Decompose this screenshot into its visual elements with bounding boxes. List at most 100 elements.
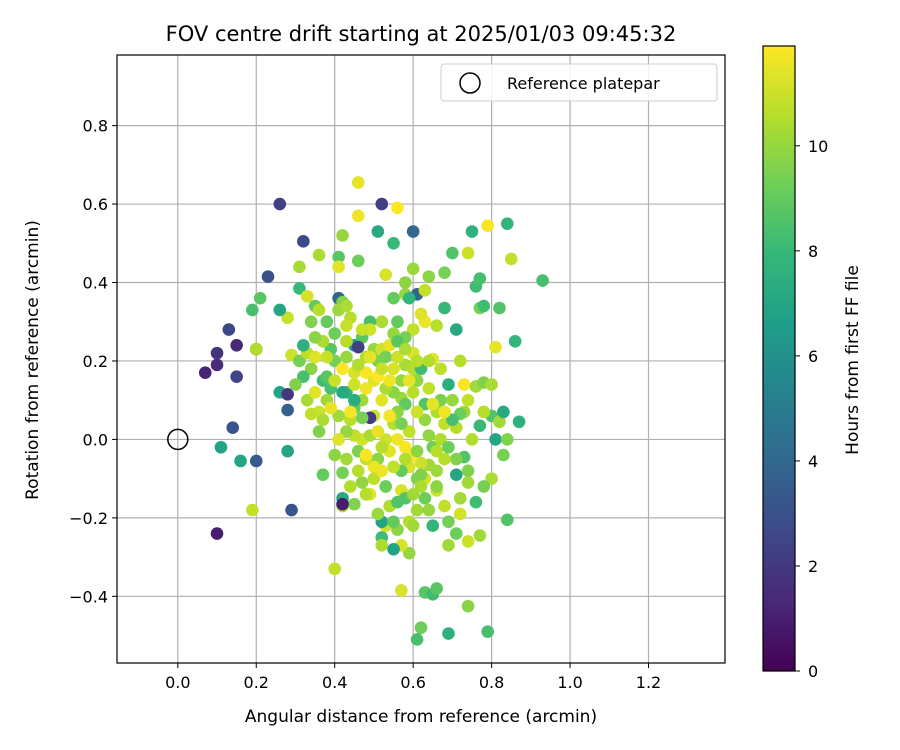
y-tick-label: 0.0 [83,430,108,449]
data-point [461,464,475,478]
data-point [375,393,389,407]
data-point [351,176,365,189]
data-point [473,272,487,285]
data-point [304,315,318,329]
data-point [430,480,443,493]
data-point [430,444,443,458]
data-point [371,225,385,238]
data-point [355,411,369,425]
x-tick-label: 0.0 [165,673,190,692]
colorbar-tick-label: 4 [808,452,818,471]
data-point [391,335,404,348]
data-point [434,362,447,376]
data-point [281,444,294,458]
data-point [387,515,400,529]
data-point [210,527,224,540]
data-point [230,338,243,352]
data-point [230,370,243,383]
data-point [473,529,487,542]
data-point [308,331,322,344]
data-point [418,491,432,505]
data-point [481,219,494,232]
data-point [387,460,400,474]
data-point [438,301,451,315]
data-point [426,519,440,533]
data-point [461,476,475,489]
data-point [340,452,353,466]
data-point [375,197,389,211]
data-point [399,440,412,454]
data-point [410,354,424,368]
colorbar-tick-label: 0 [808,662,818,681]
data-point [446,413,459,427]
data-point [312,303,326,317]
data-point [336,386,349,399]
data-point [402,374,416,387]
data-point [355,323,369,336]
data-point [226,421,240,434]
data-point [210,358,224,372]
data-point [320,350,334,364]
colorbar-tick-label: 2 [808,557,818,576]
data-point [379,350,392,364]
data-point [391,495,404,509]
data-point [340,335,353,348]
data-point [214,440,228,454]
data-point [406,323,420,336]
data-point [508,335,522,348]
data-point [391,201,404,215]
plot-area: 0.0 0.2 0.4 0.6 0.8 1.0 1.2 −0.4 −0.2 0.0 0.2 0.4 0.… [69,54,726,692]
data-point [453,507,467,521]
data-point [351,464,365,478]
data-point [328,448,342,462]
y-tick-label: 0.4 [83,274,108,293]
data-point [371,507,385,521]
data-point [336,466,349,480]
data-point [375,539,389,552]
legend-entry-label: Reference platepar [507,74,660,93]
data-point [438,452,451,466]
data-point [281,311,294,325]
data-point [512,415,526,429]
data-point [379,480,392,493]
data-point [399,276,412,289]
data-point [422,503,436,517]
data-point [485,378,498,391]
data-point [320,315,334,329]
data-point [395,417,408,431]
y-tick-label: 0.2 [83,352,108,371]
x-tick-label: 0.8 [479,673,504,692]
data-point [348,497,361,511]
data-point [504,252,518,266]
data-point [465,433,479,446]
data-point [414,621,428,634]
data-point [246,503,259,517]
data-point [410,405,424,419]
data-point [500,513,514,527]
data-point [387,542,400,556]
data-point [300,289,314,303]
data-point [308,386,322,399]
data-point [426,397,440,411]
data-point [312,248,326,262]
data-point [383,374,396,387]
data-point [293,354,306,368]
x-tick-label: 1.0 [557,673,582,692]
data-point [422,270,436,283]
data-point [461,599,475,613]
data-point [406,519,420,533]
colorbar-tick-label: 8 [808,242,818,261]
data-point [340,319,353,332]
data-point [399,342,412,356]
data-point [249,342,263,356]
data-point [493,415,506,429]
data-point [450,323,463,336]
data-point [442,440,455,454]
data-point [355,476,369,489]
data-point [375,315,389,329]
data-point [442,627,455,640]
data-point [391,433,404,446]
data-point [379,268,392,281]
data-point [351,358,365,372]
